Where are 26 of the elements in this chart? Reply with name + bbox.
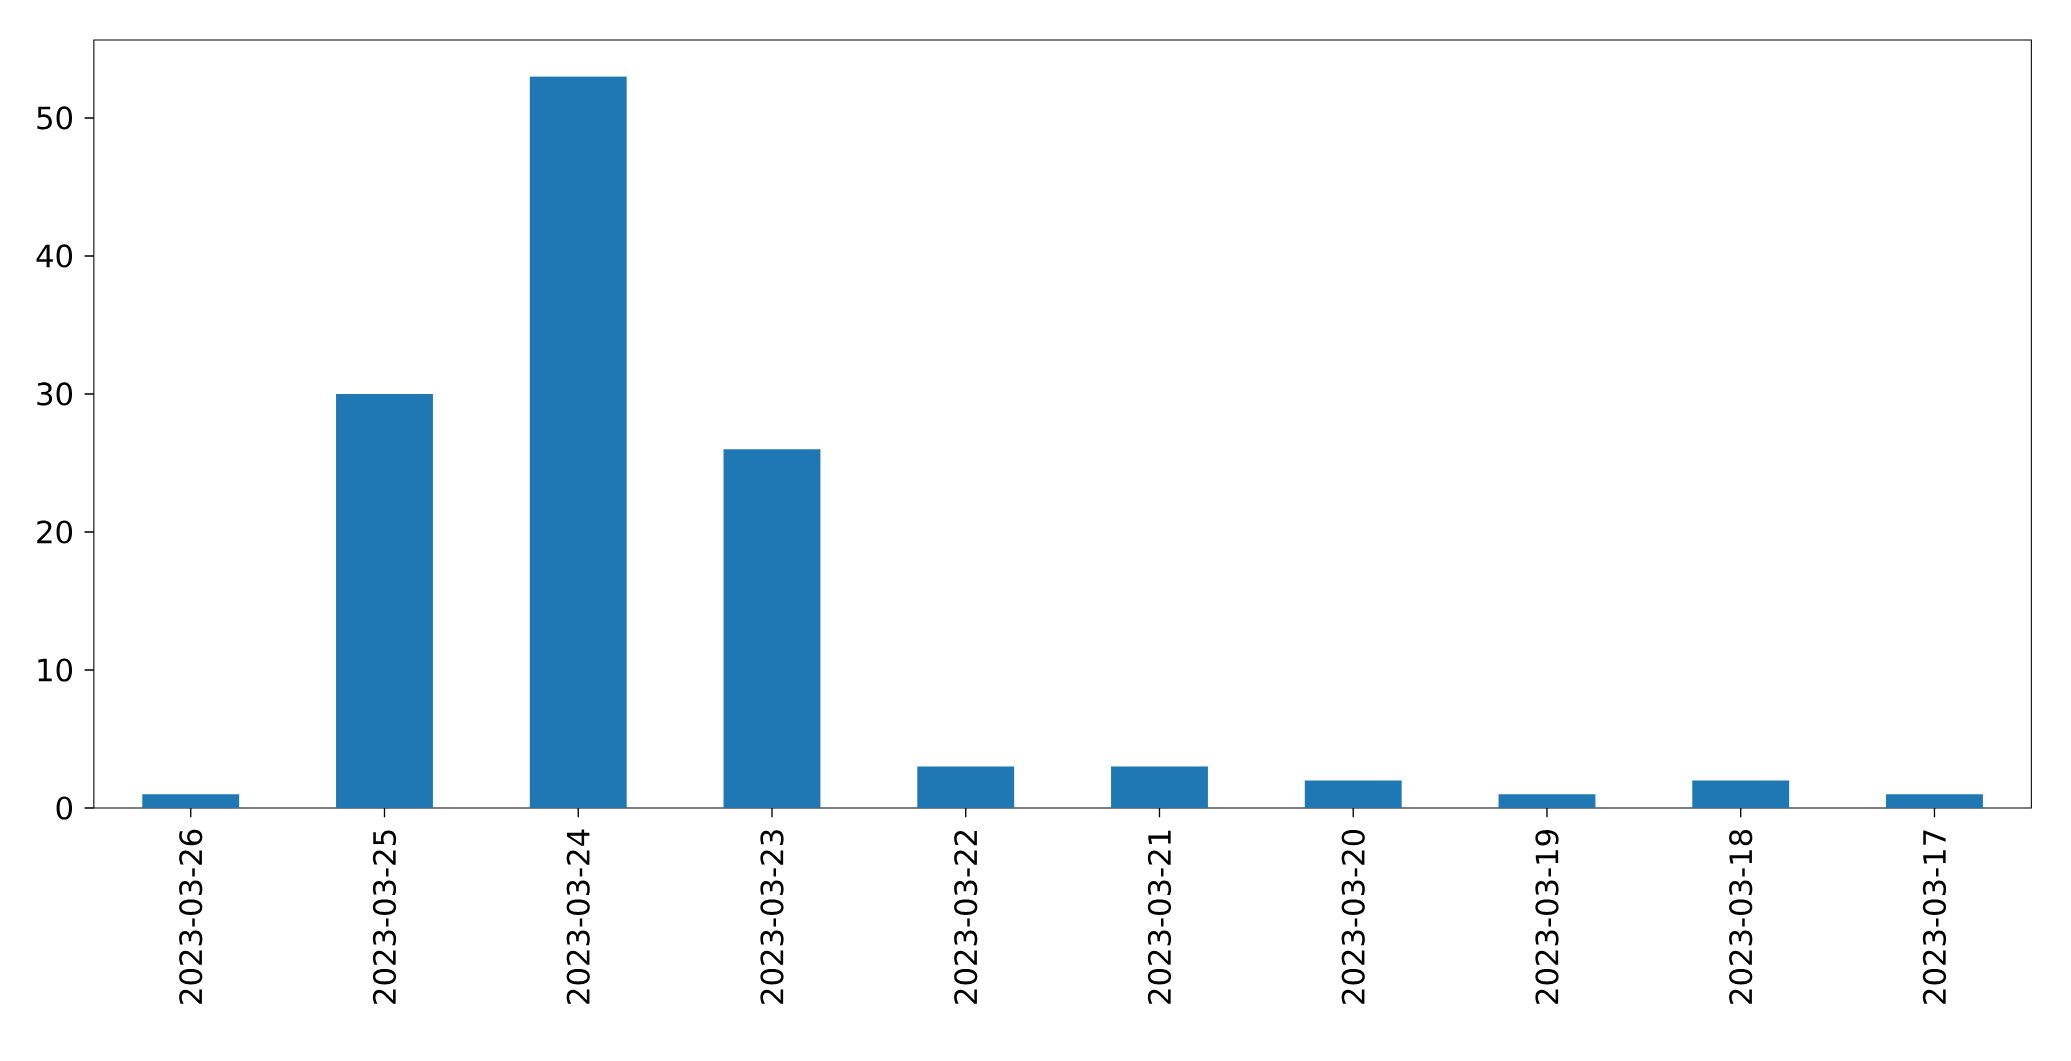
x-tick-label: 2023-03-24 (566, 829, 590, 1004)
y-tick-label: 10 (38, 658, 73, 682)
bar (1692, 780, 1790, 808)
y-tick-label: 30 (37, 382, 73, 406)
x-tick-label: 2023-03-26 (179, 829, 203, 1004)
x-tick-label: 2023-03-17 (1922, 830, 1947, 1004)
x-tick-label: 2023-03-20 (1341, 829, 1365, 1004)
bar (142, 794, 240, 808)
bar (1886, 794, 1983, 808)
y-tick-label: 50 (37, 106, 73, 130)
y-tick-label: 0 (56, 796, 73, 820)
bar (336, 393, 433, 808)
y-tick-label: 40 (36, 244, 73, 268)
x-tick-label: 2023-03-25 (372, 830, 397, 1004)
y-tick-label: 20 (37, 520, 73, 544)
bar (1304, 780, 1402, 808)
x-tick-label: 2023-03-19 (1535, 830, 1559, 1004)
bar (1111, 766, 1208, 808)
bar (723, 449, 821, 808)
bar (1498, 794, 1596, 808)
x-tick-label: 2023-03-22 (954, 830, 978, 1004)
x-tick-label: 2023-03-21 (1147, 830, 1172, 1004)
bar (917, 766, 1015, 808)
x-tick-label: 2023-03-23 (760, 830, 784, 1004)
bar (529, 76, 627, 808)
x-tick-label: 2023-03-18 (1729, 829, 1753, 1004)
